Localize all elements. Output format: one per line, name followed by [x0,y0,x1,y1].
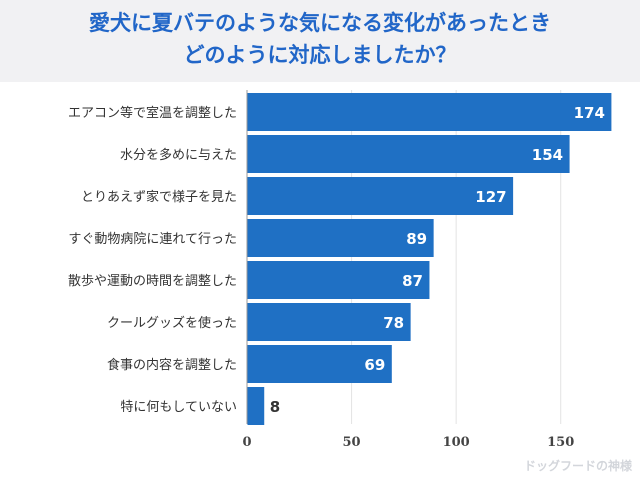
category-label-2: 水分を多めに与えた [120,147,237,163]
chart-title-line-2: どのように対応しましたか？ [183,43,457,67]
chart-title-line-1: 愛犬に夏バテのような気になる変化があったとき [89,11,551,35]
value-label-3: 127 [475,188,506,206]
watermark-logo: ドッグフードの神様 [523,459,632,473]
bar-3 [247,177,514,215]
category-label-5: 散歩や運動の時間を調整した [68,274,237,289]
bar-4 [247,219,434,257]
x-tick-label-100: 100 [443,435,470,450]
value-label-7: 69 [364,356,385,374]
value-label-6: 78 [383,314,404,332]
category-label-4: すぐ動物病院に連れて行った [68,232,237,247]
bar-5 [247,261,430,299]
value-label-2: 154 [532,146,563,164]
category-label-1: エアコン等で室温を調整した [68,105,237,121]
bar-1 [247,93,612,131]
x-tick-label-50: 50 [343,435,361,450]
bar-chart: エアコン等で室温を調整した 174 水分を多めに与えた 154 とりあえず家で様子を見た… [68,90,612,450]
value-label-5: 87 [402,272,423,290]
bar-7 [247,345,392,383]
category-label-8: 特に何もしていない [120,399,237,415]
x-tick-label-150: 150 [547,435,574,450]
value-label-1: 174 [574,104,605,122]
x-tick-label-0: 0 [242,435,251,450]
value-label-8: 8 [270,398,280,416]
value-label-4: 89 [406,230,427,248]
bar-6 [247,303,411,341]
bar-8 [247,387,265,425]
category-label-6: クールグッズを使った [107,315,237,331]
category-label-7: 食事の内容を調整した [107,357,237,373]
title-band [0,0,640,82]
category-label-3: とりあえず家で様子を見た [81,189,237,205]
bar-2 [247,135,570,173]
